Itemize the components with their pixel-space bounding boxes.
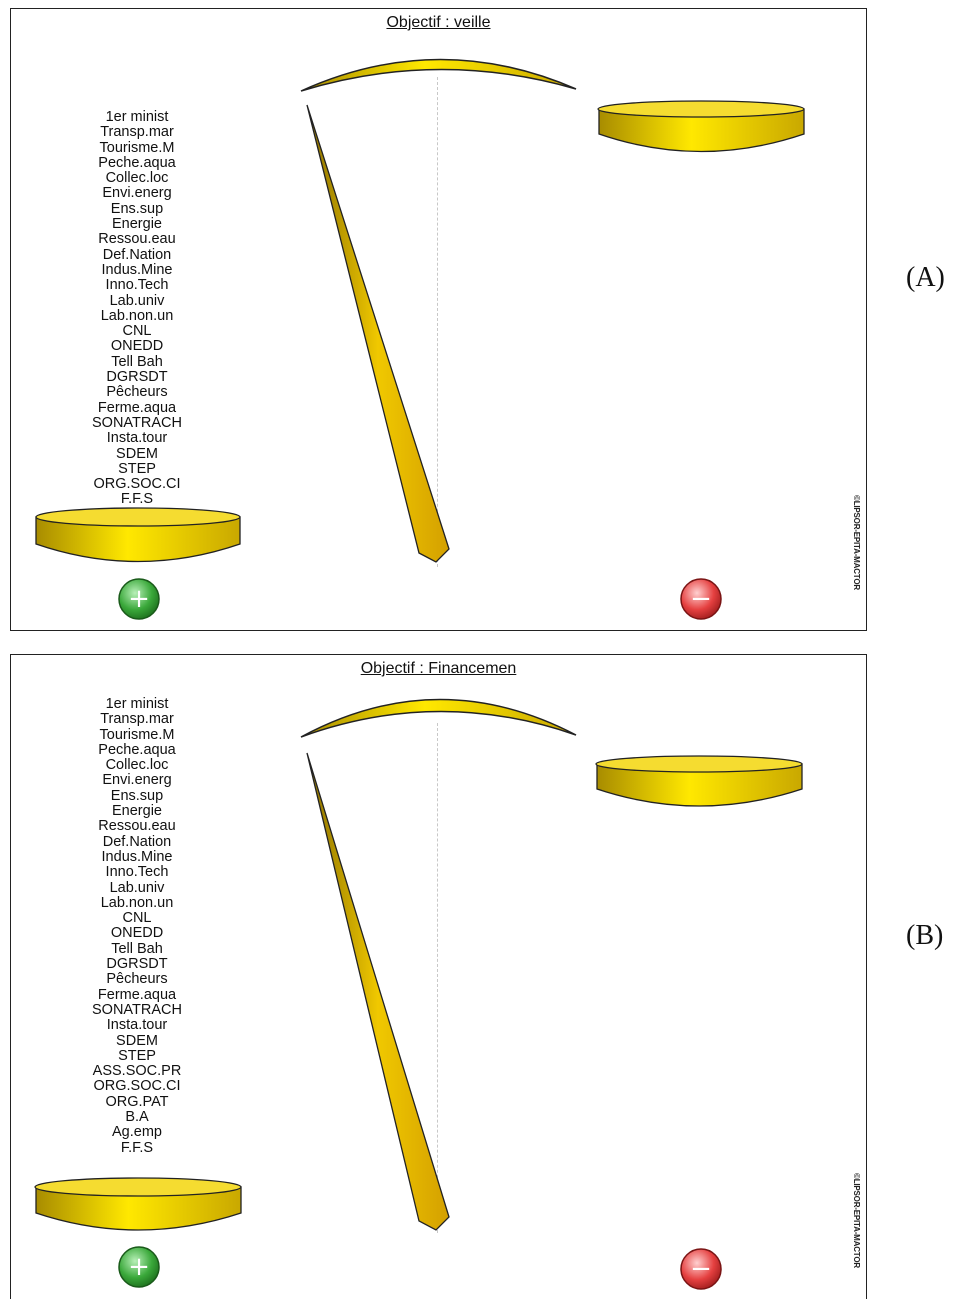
actor-label: Ressou.eau <box>98 818 176 835</box>
actor-label: DGRSDT <box>106 956 168 973</box>
actor-label: Lab.univ <box>109 879 165 896</box>
minus-symbol: − <box>690 1254 712 1284</box>
actor-label: Ressou.eau <box>98 231 176 248</box>
balance-axis-line <box>437 77 438 567</box>
actor-label: Def.Nation <box>102 833 172 850</box>
balance-needle <box>306 752 450 1231</box>
actor-label: CNL <box>122 323 152 340</box>
actor-label: Ferme.aqua <box>97 986 177 1003</box>
actor-label: F.F.S <box>120 1139 154 1156</box>
actor-label: Inno.Tech <box>105 864 169 881</box>
plus-icon: + <box>118 578 160 620</box>
actor-label: Energie <box>112 803 162 820</box>
actor-label: Ferme.aqua <box>97 399 177 416</box>
actor-label: Ens.sup <box>110 200 164 217</box>
actor-label: ONEDD <box>110 925 164 942</box>
minus-pan <box>597 100 805 153</box>
minus-symbol: − <box>690 584 712 614</box>
actor-label: Envi.energ <box>102 772 172 789</box>
actor-label: B.A <box>125 1109 149 1126</box>
actor-label: Collec.loc <box>105 757 169 774</box>
actor-label: Tell Bah <box>111 353 163 370</box>
actor-list: 1er minist Transp.mar Tourisme.M Peche.aqua… <box>73 109 201 508</box>
balance-arc <box>300 698 577 738</box>
actor-label: Tourisme.M <box>99 726 175 743</box>
balance-panel-a: Objectif : veille 1er minist Transp.mar To… <box>10 8 867 631</box>
actor-label: Ens.sup <box>110 787 164 804</box>
actor-label: ORG.SOC.CI <box>93 1078 181 1095</box>
actor-label: STEP <box>118 460 156 477</box>
actor-label: Transp.mar <box>100 711 174 728</box>
actor-label: SONATRACH <box>92 414 182 431</box>
actor-label: Envi.energ <box>102 185 172 202</box>
actor-label: Ag.emp <box>112 1124 162 1141</box>
actor-label: Collec.loc <box>105 170 169 187</box>
panel-title: Objectif : Financemen <box>360 660 517 677</box>
actor-label: Indus.Mine <box>101 261 173 278</box>
actor-label: ORG.SOC.CI <box>93 476 181 493</box>
plus-pan <box>35 507 241 563</box>
actor-label: ORG.PAT <box>105 1093 169 1110</box>
actor-label: Indus.Mine <box>101 848 173 865</box>
panel-title: Objectif : veille <box>386 14 491 31</box>
actor-label: Tell Bah <box>111 940 163 957</box>
actor-label: ONEDD <box>110 338 164 355</box>
actor-label: SONATRACH <box>92 1001 182 1018</box>
watermark: ©LIPSOR-EPITA-MACTOR <box>852 1173 861 1268</box>
balance-drawing: + − <box>34 698 803 1290</box>
actor-label: 1er minist <box>105 109 169 125</box>
actor-label: Lab.non.un <box>100 307 174 324</box>
actor-label: 1er minist <box>105 696 169 712</box>
actor-label: Def.Nation <box>102 246 172 263</box>
actor-label: DGRSDT <box>106 369 168 386</box>
actor-label: Lab.univ <box>109 292 165 309</box>
actor-list: 1er minist Transp.mar Tourisme.M Peche.aqua… <box>73 696 201 1156</box>
plus-pan <box>34 1177 242 1231</box>
plus-symbol: + <box>128 584 150 614</box>
actor-label: CNL <box>122 910 152 927</box>
balance-axis-line <box>437 723 438 1233</box>
watermark: ©LIPSOR-EPITA-MACTOR <box>852 495 861 590</box>
actor-label: Insta.tour <box>106 1017 168 1034</box>
actor-label: Peche.aqua <box>98 154 176 171</box>
balance-panel-b: Objectif : Financemen 1er minist Transp.m… <box>10 654 867 1299</box>
actor-label: Peche.aqua <box>98 741 176 758</box>
actor-label: SDEM <box>116 445 158 462</box>
panel-label-b: (B) <box>906 920 944 951</box>
balance-arc <box>300 58 577 92</box>
actor-label: F.F.S <box>120 491 154 508</box>
plus-symbol: + <box>128 1252 150 1282</box>
actor-label: Pêcheurs <box>106 971 168 988</box>
minus-icon: − <box>680 1248 722 1290</box>
actor-label: Energie <box>112 216 162 233</box>
actor-label: ASS.SOC.PR <box>92 1063 182 1080</box>
minus-icon: − <box>680 578 722 620</box>
actor-label: Inno.Tech <box>105 277 169 294</box>
minus-pan <box>595 755 803 807</box>
actor-label: Insta.tour <box>106 430 168 447</box>
actor-label: Transp.mar <box>100 124 174 141</box>
actor-label: Lab.non.un <box>100 894 174 911</box>
balance-drawing: + − <box>35 58 805 620</box>
plus-icon: + <box>118 1246 160 1288</box>
actor-label: STEP <box>118 1047 156 1064</box>
balance-needle <box>306 104 450 563</box>
panel-label-a: (A) <box>906 262 945 293</box>
actor-label: Tourisme.M <box>99 139 175 156</box>
actor-label: SDEM <box>116 1032 158 1049</box>
actor-label: Pêcheurs <box>106 384 168 401</box>
